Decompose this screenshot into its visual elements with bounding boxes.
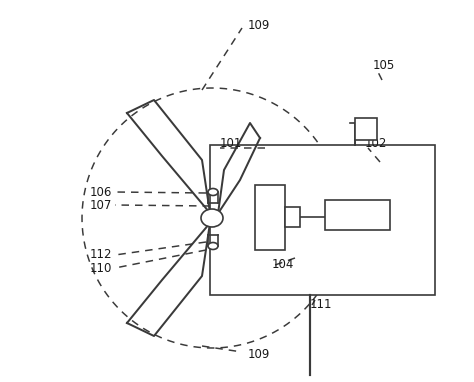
Text: 104: 104 — [272, 259, 294, 272]
Text: 110: 110 — [90, 262, 112, 275]
Text: 107: 107 — [90, 199, 112, 212]
Bar — [255, 185, 285, 250]
Bar — [355, 118, 377, 140]
Text: 103: 103 — [347, 201, 369, 215]
Text: 112: 112 — [90, 249, 112, 262]
Text: 106: 106 — [90, 186, 112, 199]
Ellipse shape — [208, 188, 218, 196]
Ellipse shape — [201, 209, 223, 227]
Text: 105: 105 — [373, 58, 395, 71]
Bar — [285, 207, 300, 227]
Text: 102: 102 — [365, 136, 387, 149]
Text: 111: 111 — [310, 298, 332, 311]
Ellipse shape — [208, 243, 218, 249]
Text: 109: 109 — [248, 18, 270, 31]
Text: 101: 101 — [220, 136, 242, 149]
Text: 109: 109 — [248, 348, 270, 361]
Bar — [325, 200, 390, 230]
Bar — [210, 145, 435, 295]
